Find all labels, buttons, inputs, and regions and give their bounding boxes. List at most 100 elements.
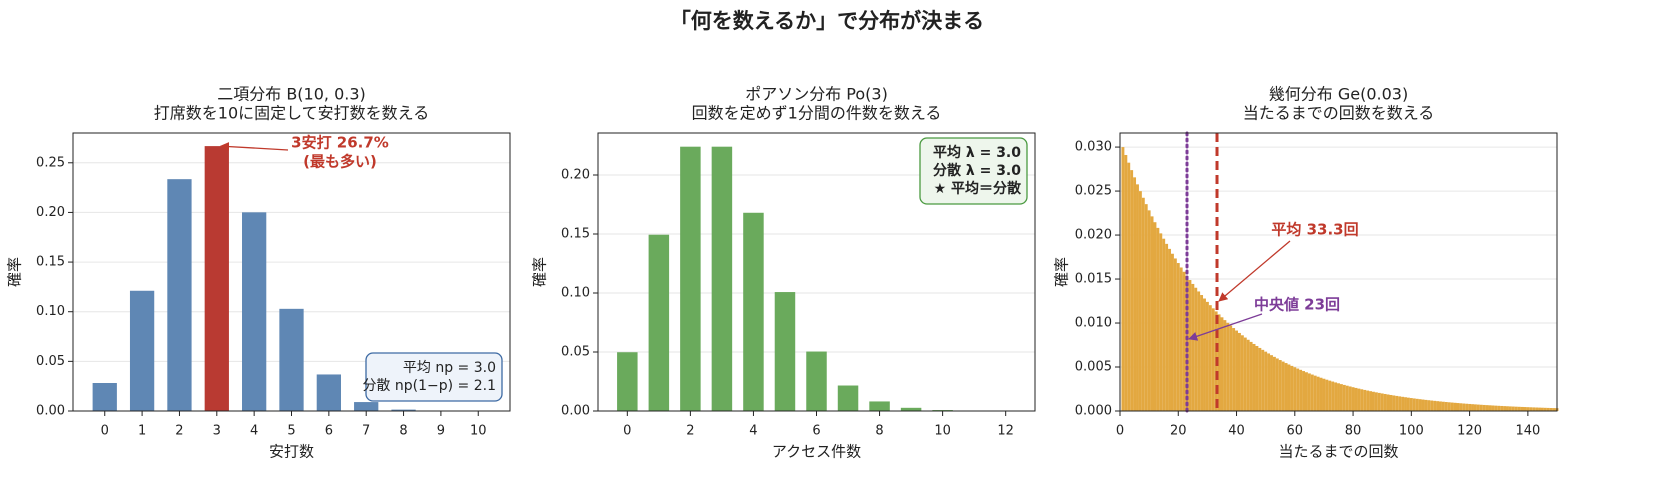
bar xyxy=(1150,216,1154,411)
y-tick-label: 0.020 xyxy=(1075,228,1112,243)
bar xyxy=(1450,402,1454,411)
bar xyxy=(1444,402,1448,411)
bar xyxy=(1363,389,1367,411)
bar xyxy=(1471,404,1474,411)
bar xyxy=(1173,258,1177,411)
bar xyxy=(1479,404,1483,411)
y-tick-label: 0.05 xyxy=(561,345,590,360)
bar xyxy=(1427,400,1431,411)
reference-label: 平均 33.3回 xyxy=(1271,221,1358,239)
bar xyxy=(1130,170,1134,411)
bar xyxy=(617,352,638,411)
bar xyxy=(1529,407,1533,411)
y-tick-label: 0.030 xyxy=(1075,140,1112,155)
bar xyxy=(92,383,117,411)
x-tick-label: 3 xyxy=(213,424,221,439)
bar xyxy=(1348,386,1352,411)
y-axis-label: 確率 xyxy=(531,257,549,287)
bar xyxy=(279,308,304,411)
bar xyxy=(129,290,155,411)
bar xyxy=(1485,405,1489,411)
bar xyxy=(648,234,670,411)
bar xyxy=(1252,343,1256,411)
y-axis-label: 確率 xyxy=(6,257,24,287)
bar xyxy=(1275,358,1279,411)
bar xyxy=(1232,328,1236,411)
bar xyxy=(316,374,341,411)
y-tick-label: 0.005 xyxy=(1075,360,1112,375)
bar xyxy=(1290,365,1294,411)
info-text: ★ 平均＝分散 xyxy=(934,180,1022,197)
info-text: 平均 λ = 3.0 xyxy=(933,144,1021,161)
bar xyxy=(900,407,922,411)
bar xyxy=(1246,339,1250,411)
x-tick-label: 60 xyxy=(1287,424,1304,439)
bar xyxy=(1497,405,1501,411)
x-tick-label: 120 xyxy=(1457,424,1482,439)
annotation: 3安打 26.7% xyxy=(291,134,389,152)
bar xyxy=(1243,337,1247,411)
bar xyxy=(1270,355,1273,411)
bar xyxy=(1392,395,1396,411)
bar xyxy=(1514,406,1518,411)
bar xyxy=(1494,405,1498,411)
bar xyxy=(1194,287,1198,411)
bar xyxy=(1389,394,1393,411)
bar xyxy=(1532,407,1536,411)
bar xyxy=(1511,406,1515,411)
y-axis-label: 確率 xyxy=(1053,257,1071,287)
bar xyxy=(1229,325,1233,411)
bar xyxy=(1141,197,1145,411)
bar xyxy=(354,402,379,411)
x-tick-label: 100 xyxy=(1399,424,1424,439)
y-tick-label: 0.20 xyxy=(561,168,590,183)
x-tick-label: 10 xyxy=(934,424,951,439)
info-box xyxy=(365,352,503,402)
bar xyxy=(1383,393,1387,411)
bar xyxy=(1409,398,1413,411)
bar xyxy=(1546,407,1550,411)
bar xyxy=(1313,375,1317,411)
bar xyxy=(1302,371,1305,411)
x-tick-label: 4 xyxy=(250,424,258,439)
bar xyxy=(1465,403,1469,411)
bar xyxy=(1255,345,1259,411)
x-tick-label: 12 xyxy=(997,424,1014,439)
annotation-arrow xyxy=(1218,240,1291,302)
bar xyxy=(1156,227,1160,411)
bar xyxy=(1357,388,1361,411)
bar xyxy=(1240,335,1244,411)
x-axis-label: 当たるまでの回数 xyxy=(1278,443,1398,461)
bar xyxy=(1468,403,1472,411)
bar xyxy=(1296,368,1300,411)
bar xyxy=(1328,380,1332,411)
bar xyxy=(1339,384,1343,411)
bar xyxy=(806,351,827,411)
bar xyxy=(1540,407,1544,411)
figure-title: 「何を数えるか」で分布が決まる xyxy=(670,9,984,33)
bar xyxy=(1430,400,1434,411)
bar xyxy=(1211,308,1215,411)
y-tick-label: 0.20 xyxy=(36,205,65,220)
info-text: 平均 np = 3.0 xyxy=(403,360,496,376)
bar xyxy=(1205,301,1209,411)
bar xyxy=(1377,392,1381,411)
bar xyxy=(1503,406,1507,411)
info-box xyxy=(919,137,1028,205)
x-tick-label: 6 xyxy=(812,424,820,439)
bar xyxy=(1538,407,1541,411)
plot-frame xyxy=(1119,132,1558,412)
bar xyxy=(1360,389,1364,411)
bar xyxy=(1144,204,1148,411)
bar xyxy=(1170,253,1174,411)
bar xyxy=(1517,406,1521,411)
bar xyxy=(1415,398,1419,411)
bar xyxy=(1488,405,1492,411)
y-tick-label: 0.00 xyxy=(36,404,65,419)
x-tick-label: 0 xyxy=(623,424,631,439)
panel-title: ポアソン分布 Po(3) xyxy=(745,85,888,104)
bar xyxy=(1543,407,1547,411)
annotation-arrow xyxy=(1188,313,1263,341)
y-tick-label: 0.25 xyxy=(36,155,65,170)
